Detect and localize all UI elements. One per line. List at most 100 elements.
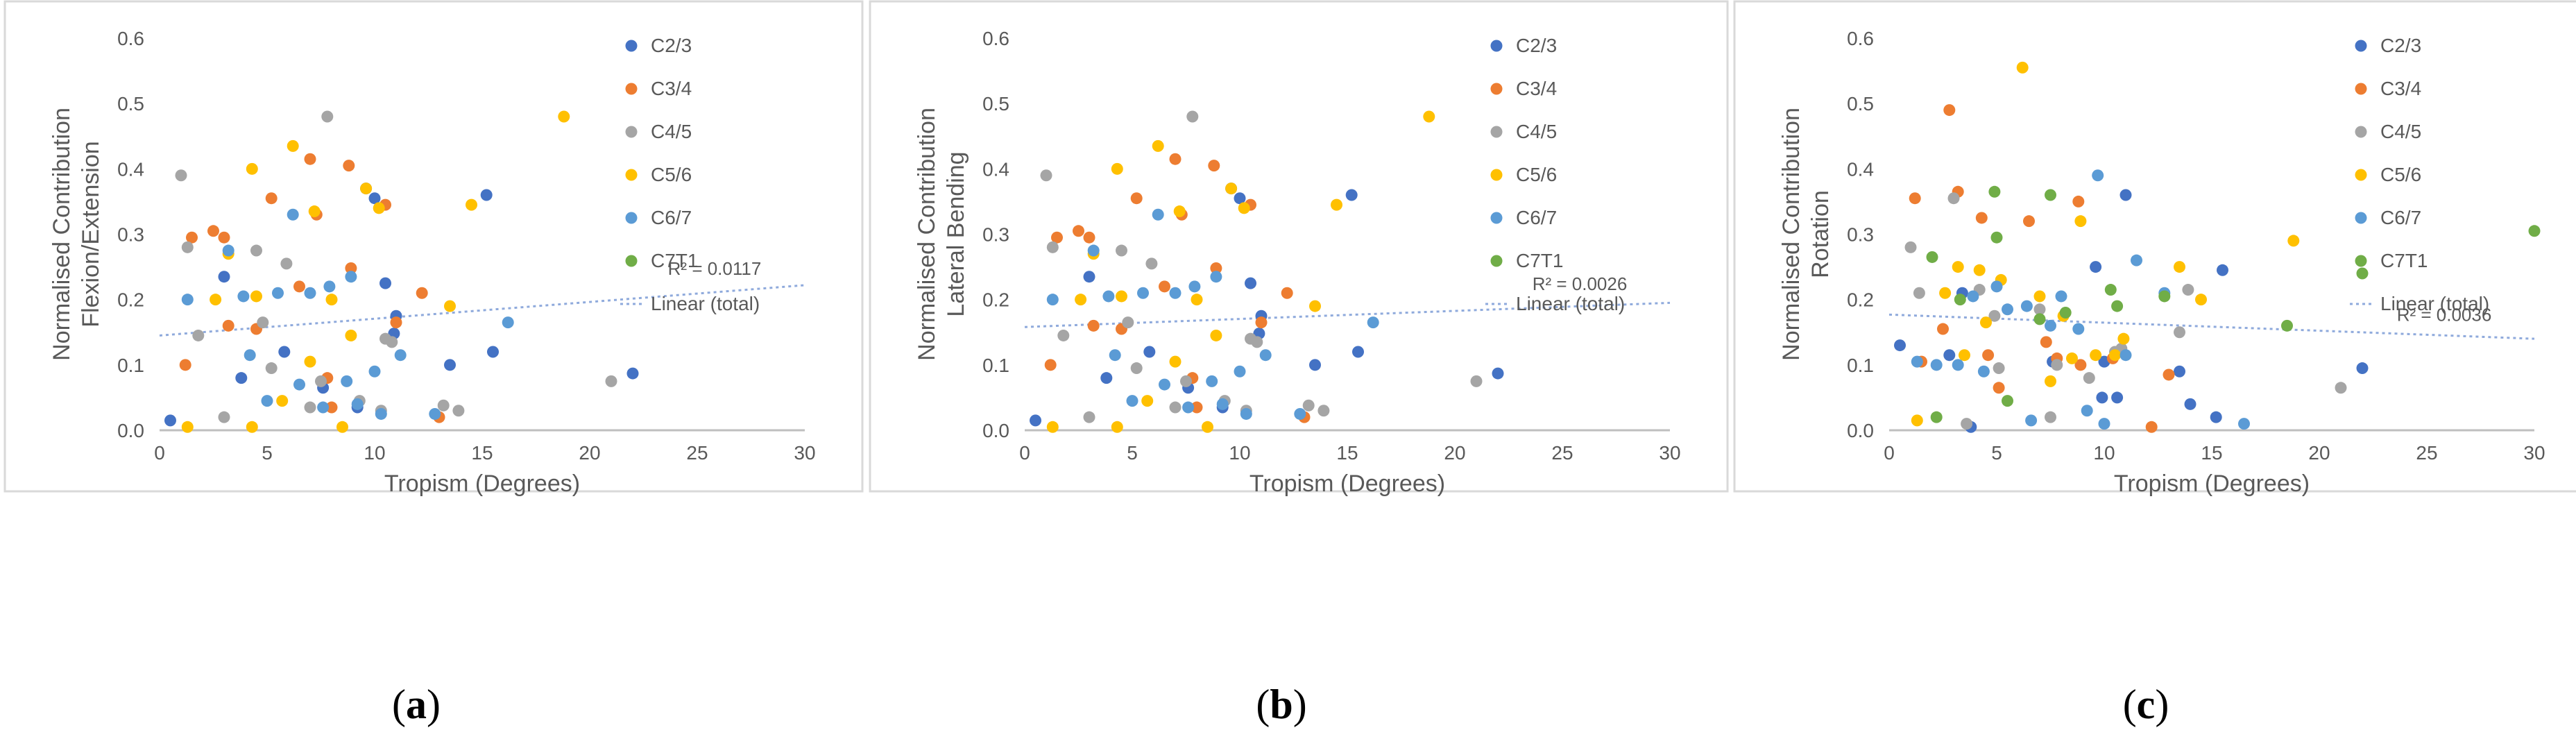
legend-entry: C2/3 xyxy=(651,35,692,56)
data-point-c56 xyxy=(1980,316,1992,329)
legend-entry: C5/6 xyxy=(1516,164,1557,185)
y-tick-label: 0.2 xyxy=(982,289,1009,311)
data-point-c7t1 xyxy=(1988,185,2001,198)
data-point-c34 xyxy=(1937,323,1949,335)
data-point-c23 xyxy=(235,372,248,384)
data-point-c67 xyxy=(2092,169,2104,182)
data-point-c67 xyxy=(1210,271,1222,283)
y-tick-label: 0.2 xyxy=(117,289,144,311)
data-point-c67 xyxy=(2119,349,2132,362)
panel-caption: (a) xyxy=(392,681,441,727)
y-tick-label: 0.5 xyxy=(982,93,1009,115)
data-point-c34 xyxy=(1130,192,1143,205)
legend-marker xyxy=(1490,40,1503,52)
x-tick-label: 25 xyxy=(1551,442,1573,464)
legend-entry: C7T1 xyxy=(651,250,698,271)
data-point-c23 xyxy=(2111,391,2124,404)
legend-entry: C6/7 xyxy=(651,207,692,228)
data-point-c23 xyxy=(2119,189,2132,201)
data-point-c34 xyxy=(2040,336,2052,348)
panel-caption: (b) xyxy=(1256,681,1306,727)
data-point-c45 xyxy=(1083,411,1095,423)
r-squared-label: R² = 0.0036 xyxy=(2397,305,2492,325)
data-point-c56 xyxy=(345,329,357,341)
data-point-c7t1 xyxy=(2281,319,2293,332)
x-tick-label: 20 xyxy=(1444,442,1465,464)
panel-caption: (c) xyxy=(2123,681,2169,727)
y-tick-label: 0.6 xyxy=(982,28,1009,49)
data-point-c23 xyxy=(487,346,499,358)
data-point-c67 xyxy=(351,398,364,410)
data-point-c56 xyxy=(1169,355,1182,368)
data-point-c56 xyxy=(2074,215,2087,228)
data-point-c23 xyxy=(278,346,291,358)
y-axis-title-line: Normalised Contribution xyxy=(914,108,940,361)
data-point-c56 xyxy=(373,202,385,214)
legend-entry: C5/6 xyxy=(2380,164,2421,185)
data-point-c7t1 xyxy=(2002,395,2013,407)
data-point-c56 xyxy=(246,421,258,433)
legend-entry: C3/4 xyxy=(2380,78,2421,99)
x-tick-label: 5 xyxy=(1127,442,1138,464)
data-point-c45 xyxy=(1470,375,1483,387)
x-tick-label: 15 xyxy=(471,442,493,464)
data-point-c56 xyxy=(1939,287,1952,299)
legend-entry: Linear (total) xyxy=(1516,293,1625,314)
r-squared-label: R² = 0.0026 xyxy=(1533,273,1628,294)
data-point-c34 xyxy=(1087,319,1100,332)
data-point-c56 xyxy=(304,355,316,368)
data-point-c67 xyxy=(272,287,284,299)
data-point-c23 xyxy=(2217,264,2228,276)
data-point-c45 xyxy=(1057,329,1070,341)
data-point-c45 xyxy=(218,411,230,423)
caption-open: ( xyxy=(1256,681,1270,727)
legend-marker xyxy=(1490,126,1503,138)
legend-marker xyxy=(625,212,638,224)
y-axis-title-line: Rotation xyxy=(1807,190,1834,278)
data-point-c34 xyxy=(207,225,219,237)
y-tick-label: 0.1 xyxy=(117,355,144,376)
data-point-c23 xyxy=(1030,414,1041,427)
data-point-c45 xyxy=(1130,362,1143,375)
data-point-c67 xyxy=(2098,418,2110,430)
data-point-c23 xyxy=(379,277,391,289)
data-point-c7t1 xyxy=(2158,290,2171,303)
data-point-c67 xyxy=(1102,290,1115,303)
data-point-c67 xyxy=(1367,316,1379,329)
data-point-c67 xyxy=(1977,365,1990,378)
y-axis-title-line: Lateral Bending xyxy=(943,151,969,316)
data-point-c45 xyxy=(2174,326,2185,339)
y-tick-label: 0.3 xyxy=(117,224,144,246)
data-point-c34 xyxy=(265,192,278,205)
legend-marker xyxy=(1490,255,1503,267)
data-point-c67 xyxy=(323,280,336,293)
y-tick-label: 0.3 xyxy=(1847,224,1874,246)
legend-marker xyxy=(1490,212,1503,224)
legend-marker xyxy=(2355,126,2367,138)
data-point-c45 xyxy=(605,375,617,387)
data-point-c56 xyxy=(466,198,477,211)
x-tick-label: 15 xyxy=(2201,442,2222,464)
data-point-c34 xyxy=(416,287,428,299)
data-point-c67 xyxy=(2238,418,2250,430)
data-point-c45 xyxy=(2083,372,2095,384)
legend-marker xyxy=(2355,212,2367,224)
chart-panel-c: 0.0 0.1 0.2 0.3 0.4 0.5 0.6 0 5 10 15 20 25 30 Tropism… xyxy=(1733,0,2576,497)
legend-entry: Linear (total) xyxy=(2380,293,2489,314)
data-point-c45 xyxy=(2335,382,2347,394)
data-point-c23 xyxy=(1345,189,1358,201)
data-point-c45 xyxy=(1993,362,2005,375)
data-point-c56 xyxy=(287,139,299,152)
data-point-c23 xyxy=(218,271,230,283)
data-point-c34 xyxy=(2072,195,2085,207)
data-point-c23 xyxy=(2210,411,2222,423)
data-point-c34 xyxy=(345,262,357,274)
data-point-c34 xyxy=(325,401,338,414)
x-tick-label: 25 xyxy=(686,442,708,464)
data-point-c45 xyxy=(1145,257,1158,270)
data-point-c7t1 xyxy=(2033,313,2046,325)
data-point-c56 xyxy=(276,395,289,407)
legend-entry: C5/6 xyxy=(651,164,692,185)
data-point-c45 xyxy=(2182,284,2194,296)
data-point-c56 xyxy=(1111,162,1123,175)
